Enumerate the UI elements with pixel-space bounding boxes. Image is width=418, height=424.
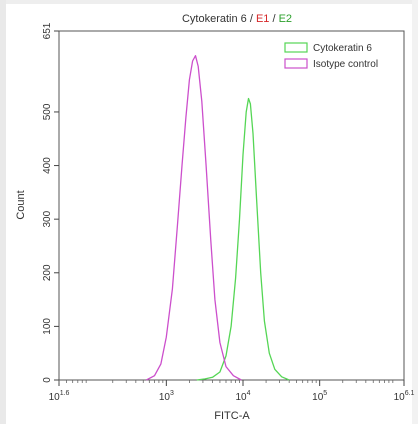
- chart-title: Cytokeratin 6 / E1 / E2: [182, 13, 292, 25]
- y-axis-label: Count: [15, 190, 27, 219]
- x-tick-label: 106.1: [394, 390, 415, 403]
- frame-edge-top: [0, 0, 418, 4]
- y-tick-label: 651: [42, 22, 53, 39]
- x-tick-base: 10: [312, 392, 324, 403]
- series-cytokeratin-6: [196, 97, 290, 381]
- legend-label: Cytokeratin 6: [313, 43, 372, 54]
- frame-edge-right: [412, 0, 418, 424]
- x-tick-exponent: 6.1: [405, 390, 415, 397]
- x-tick-base: 10: [159, 392, 171, 403]
- chart-title-part: /: [269, 13, 278, 25]
- x-tick-exponent: 4: [247, 390, 251, 397]
- y-tick-label: 500: [42, 103, 53, 120]
- chart-title-part: Cytokeratin 6 /: [182, 13, 256, 25]
- chart-title-part: E1: [256, 13, 269, 25]
- y-tick-label: 200: [42, 264, 53, 281]
- legend-swatch: [284, 42, 308, 53]
- x-tick-label: 105: [312, 390, 327, 403]
- x-tick-exponent: 3: [170, 390, 174, 397]
- y-axis: 0 100 200 300 400 500 651: [42, 22, 59, 383]
- x-tick-base: 10: [235, 392, 247, 403]
- series-isotype-control: [146, 55, 242, 381]
- x-tick-label: 103: [159, 390, 174, 403]
- y-tick-label: 300: [42, 210, 53, 227]
- y-tick-label: 400: [42, 157, 53, 174]
- x-tick-exponent: 5: [323, 390, 327, 397]
- chart-title-part: E2: [279, 13, 292, 25]
- y-tick-label: 0: [42, 377, 53, 383]
- x-tick-label: 104: [235, 390, 250, 403]
- x-tick-base: 10: [394, 392, 406, 403]
- legend-swatch: [284, 58, 308, 69]
- series-layer: [146, 55, 290, 381]
- frame-edge-left: [0, 0, 6, 424]
- x-axis-label: FITC-A: [214, 410, 250, 422]
- x-tick-label: 101.6: [49, 390, 70, 403]
- legend-label: Isotype control: [313, 59, 378, 70]
- y-tick-label: 100: [42, 318, 53, 335]
- x-tick-exponent: 1.6: [60, 390, 70, 397]
- x-tick-base: 10: [49, 392, 61, 403]
- legend: Cytokeratin 6 Isotype control: [284, 42, 378, 70]
- x-axis: 101.6 103 104 105 106.1: [49, 380, 415, 403]
